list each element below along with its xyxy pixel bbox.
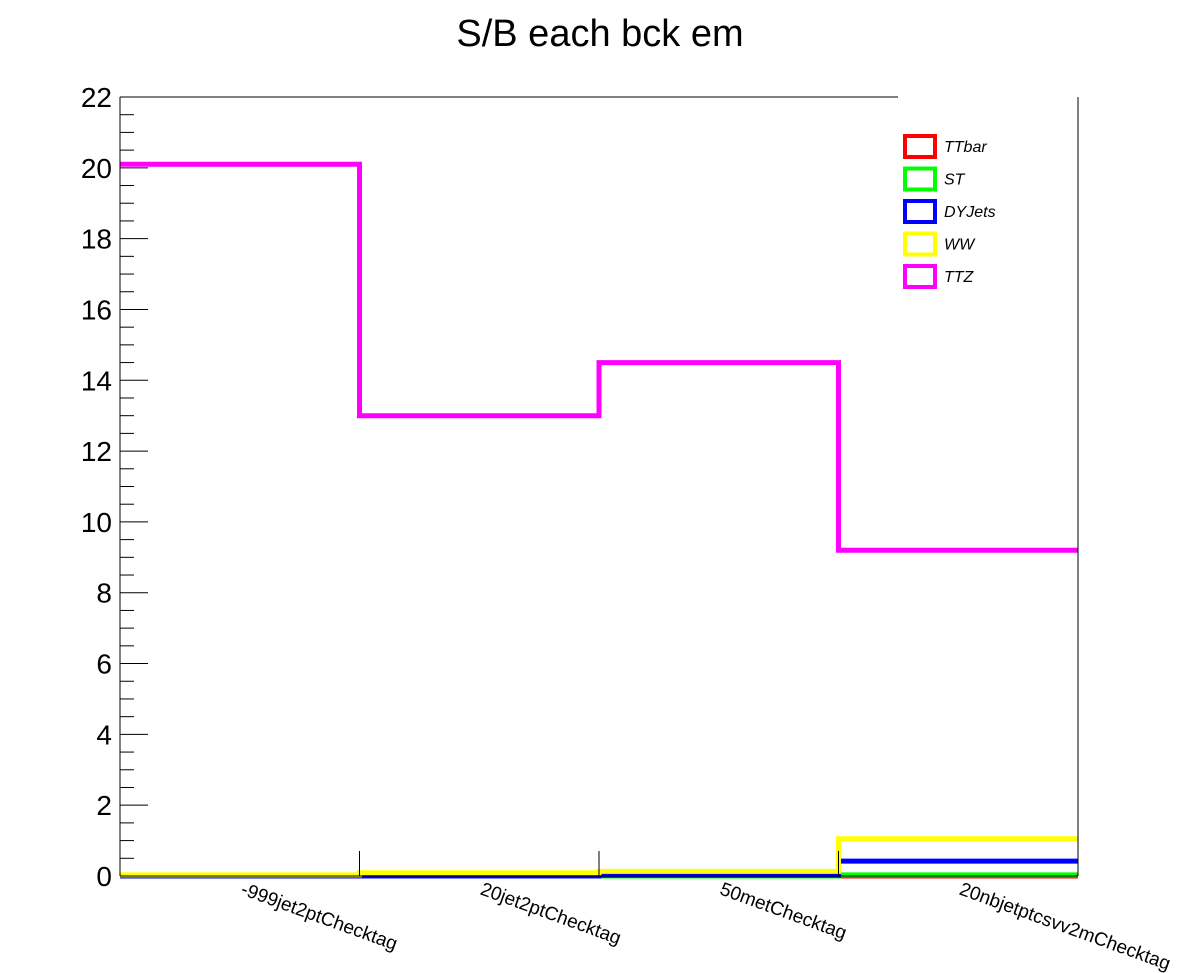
legend: TTbar ST DYJets WW TTZ bbox=[898, 128, 1013, 292]
legend-swatch bbox=[903, 166, 937, 192]
y-tick-label: 20 bbox=[81, 153, 112, 184]
y-tick-label: 0 bbox=[96, 861, 112, 892]
y-axis: 0 2 4 6 8 10 12 14 16 18 20 22 bbox=[81, 82, 148, 892]
y-tick-label: 4 bbox=[96, 719, 112, 750]
y-tick-label: 22 bbox=[81, 82, 112, 113]
legend-label: TTZ bbox=[944, 269, 975, 286]
y-tick-label: 18 bbox=[81, 224, 112, 255]
legend-label: DYJets bbox=[944, 204, 996, 221]
y-tick-label: 16 bbox=[81, 294, 112, 325]
chart-title: S/B each bck em bbox=[456, 13, 743, 55]
y-tick-label: 10 bbox=[81, 507, 112, 538]
legend-swatch bbox=[903, 231, 937, 257]
y-tick-label: 12 bbox=[81, 436, 112, 467]
legend-swatch bbox=[903, 134, 937, 159]
x-tick-label: 50metChecktag bbox=[717, 879, 849, 944]
x-tick-label: -999jet2ptChecktag bbox=[238, 879, 400, 955]
x-tick-label: 20jet2ptChecktag bbox=[478, 879, 624, 949]
legend-label: ST bbox=[944, 172, 966, 189]
legend-swatch bbox=[903, 264, 937, 289]
series-line-ttz bbox=[120, 161, 1078, 553]
y-tick-label: 2 bbox=[96, 790, 112, 821]
legend-label: TTbar bbox=[944, 139, 987, 156]
legend-label: WW bbox=[944, 237, 976, 254]
legend-swatch bbox=[903, 199, 937, 224]
y-tick-label: 14 bbox=[81, 365, 112, 396]
y-tick-label: 6 bbox=[96, 649, 112, 680]
x-tick-label: 20nbjetptcsvv2mChecktag bbox=[957, 879, 1174, 973]
y-tick-label: 8 bbox=[96, 578, 112, 609]
